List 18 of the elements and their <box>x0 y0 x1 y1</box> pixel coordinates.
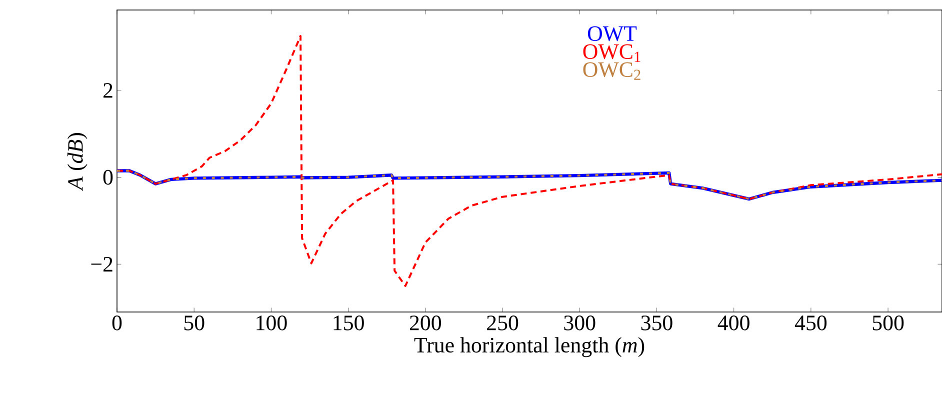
x-tick-label: 400 <box>718 316 750 330</box>
x-tick-label: 300 <box>564 316 596 330</box>
x-tick-label: 200 <box>410 316 442 330</box>
text: OWC$_{1}$ <box>583 44 640 62</box>
y-tick-label: 2 <box>103 83 112 98</box>
x-tick-label: 100 <box>256 316 287 330</box>
x-tick-label: 500 <box>872 316 904 330</box>
x-tick-label: 50 <box>184 316 204 330</box>
y-tick-label: −2 <box>91 256 112 272</box>
text: OWT <box>588 26 637 42</box>
text: OWC$_{2}$ <box>583 62 640 80</box>
y-tick-label: 0 <box>103 170 113 185</box>
x-tick-label: 150 <box>334 316 364 330</box>
x-tick-label: 450 <box>794 316 827 330</box>
y-axis-title: A (dB) <box>67 133 88 192</box>
x-axis-title: True horizontal length (m) <box>414 337 644 358</box>
x-tick-label: 350 <box>641 316 672 330</box>
x-tick-label: 250 <box>487 316 518 330</box>
